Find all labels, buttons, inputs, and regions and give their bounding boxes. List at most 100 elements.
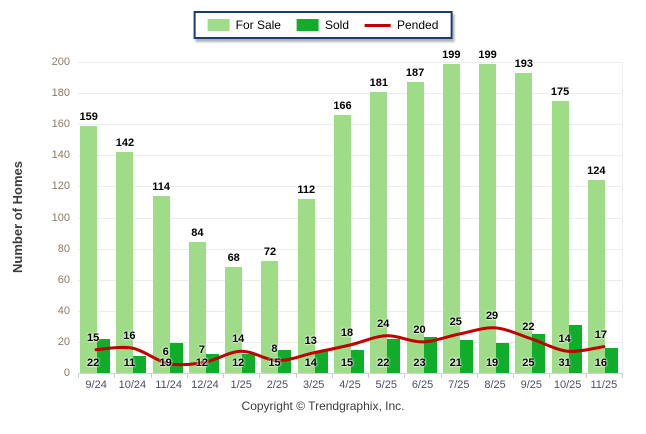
value-label-sold: 31 <box>558 357 571 369</box>
bar-sold <box>459 340 473 373</box>
value-label-pended: 24 <box>377 317 390 330</box>
value-label-sold: 15 <box>340 357 354 369</box>
bar-sold <box>351 349 364 373</box>
x-tick-label: 8/25 <box>484 379 506 391</box>
x-tick-mark <box>114 374 116 378</box>
bar-for-sale <box>261 261 279 373</box>
pended-legend-label: Pended <box>397 18 439 32</box>
x-tick-mark <box>368 374 370 378</box>
gridline <box>78 93 622 95</box>
pended-line <box>94 326 606 367</box>
x-tick-mark <box>186 374 188 378</box>
value-label-for-sale: 199 <box>478 48 497 61</box>
x-tick-mark <box>78 374 79 378</box>
plot-area: 159 15 22 142 16 11 114 6 19 84 7 12 68 14 12 72 8 15 112 1… <box>78 49 623 374</box>
pended-line-swatch-icon <box>365 23 392 27</box>
value-label-pended: 7 <box>198 344 205 357</box>
y-tick-label: 0 <box>63 367 70 379</box>
x-tick-mark <box>549 374 551 378</box>
x-tick-mark <box>440 374 442 378</box>
x-tick-label: 9/25 <box>520 379 543 391</box>
bar-sold <box>568 324 582 373</box>
bar-for-sale <box>442 63 460 373</box>
y-tick-label: 60 <box>57 273 70 286</box>
y-tick-label: 120 <box>51 180 70 193</box>
value-label-sold: 11 <box>123 357 136 369</box>
copyright-text: Copyright © Trendgraphix, Inc. <box>241 399 405 413</box>
bar-for-sale <box>479 63 497 373</box>
for-sale-swatch-icon <box>207 19 230 31</box>
value-label-pended: 16 <box>123 330 136 343</box>
x-tick-mark <box>513 374 515 378</box>
x-tick-label: 10/24 <box>118 379 147 391</box>
legend-item-pended: Pended <box>365 18 438 32</box>
sold-legend-label: Sold <box>324 18 350 32</box>
value-label-pended: 15 <box>87 331 100 344</box>
value-label-sold: 15 <box>268 357 281 369</box>
value-label-sold: 19 <box>159 357 172 369</box>
x-tick-label: 6/25 <box>411 379 434 391</box>
x-tick-mark <box>331 374 333 378</box>
for-sale-legend-label: For Sale <box>235 18 281 32</box>
bar-sold <box>242 354 256 373</box>
value-label-pended: 29 <box>485 309 499 322</box>
x-tick-mark <box>585 374 587 378</box>
value-label-pended: 25 <box>449 316 462 329</box>
bar-for-sale <box>406 82 424 373</box>
x-tick-mark <box>476 374 478 378</box>
value-label-sold: 22 <box>87 357 100 369</box>
bar-sold <box>133 355 147 373</box>
bar-for-sale <box>334 114 351 373</box>
value-label-for-sale: 112 <box>297 183 316 196</box>
y-tick-label: 140 <box>51 149 70 162</box>
x-tick-label: 10/25 <box>553 379 582 391</box>
x-tick-mark <box>295 374 297 378</box>
x-tick-label: 9/24 <box>85 379 107 391</box>
y-tick-label: 100 <box>51 211 70 224</box>
value-label-for-sale: 159 <box>79 110 98 123</box>
bar-for-sale <box>587 180 605 373</box>
bar-sold <box>423 337 437 373</box>
value-label-pended: 8 <box>271 342 278 355</box>
x-tick-label: 7/25 <box>448 379 470 391</box>
bar-for-sale <box>370 91 388 373</box>
x-tick-label: 11/25 <box>590 379 618 391</box>
value-label-for-sale: 68 <box>227 252 240 265</box>
gridline <box>78 62 622 63</box>
x-tick-mark <box>150 374 152 378</box>
y-axis-title: Number of Homes <box>10 161 25 273</box>
x-tick-mark <box>404 374 406 378</box>
value-label-sold: 23 <box>413 357 426 369</box>
value-label-for-sale: 181 <box>369 76 388 89</box>
value-label-sold: 12 <box>195 357 209 369</box>
value-label-for-sale: 84 <box>191 227 204 240</box>
x-tick-label: 2/25 <box>266 379 289 391</box>
x-axis-labels: 9/24 10/24 11/24 12/24 1/25 2/25 3/25 4/25 5/25 6… <box>78 379 622 393</box>
bar-for-sale <box>515 72 533 373</box>
value-label-for-sale: 124 <box>587 165 606 178</box>
x-tick-label: 1/25 <box>230 379 252 391</box>
y-tick-label: 80 <box>57 242 70 255</box>
value-label-for-sale: 187 <box>405 67 425 80</box>
value-label-pended: 18 <box>340 327 354 340</box>
bar-for-sale <box>80 125 98 373</box>
value-label-for-sale: 193 <box>514 57 533 70</box>
value-label-sold: 22 <box>377 357 390 369</box>
value-label-pended: 13 <box>304 334 317 347</box>
y-tick-label: 180 <box>51 87 70 100</box>
bar-sold <box>496 343 510 373</box>
legend: For Sale Sold Pended <box>193 11 453 39</box>
bar-sold <box>604 348 618 373</box>
value-label-pended: 14 <box>232 333 245 346</box>
y-tick-label: 40 <box>57 304 70 317</box>
bar-for-sale <box>152 195 170 373</box>
x-tick-label: 5/25 <box>375 379 397 391</box>
value-label-sold: 12 <box>232 357 245 369</box>
x-tick-mark <box>259 374 261 378</box>
bar-for-sale <box>551 100 569 373</box>
x-tick-label: 4/25 <box>339 379 361 391</box>
value-label-pended: 6 <box>162 345 169 358</box>
value-label-pended: 14 <box>558 333 571 346</box>
sold-swatch-icon <box>296 19 319 31</box>
